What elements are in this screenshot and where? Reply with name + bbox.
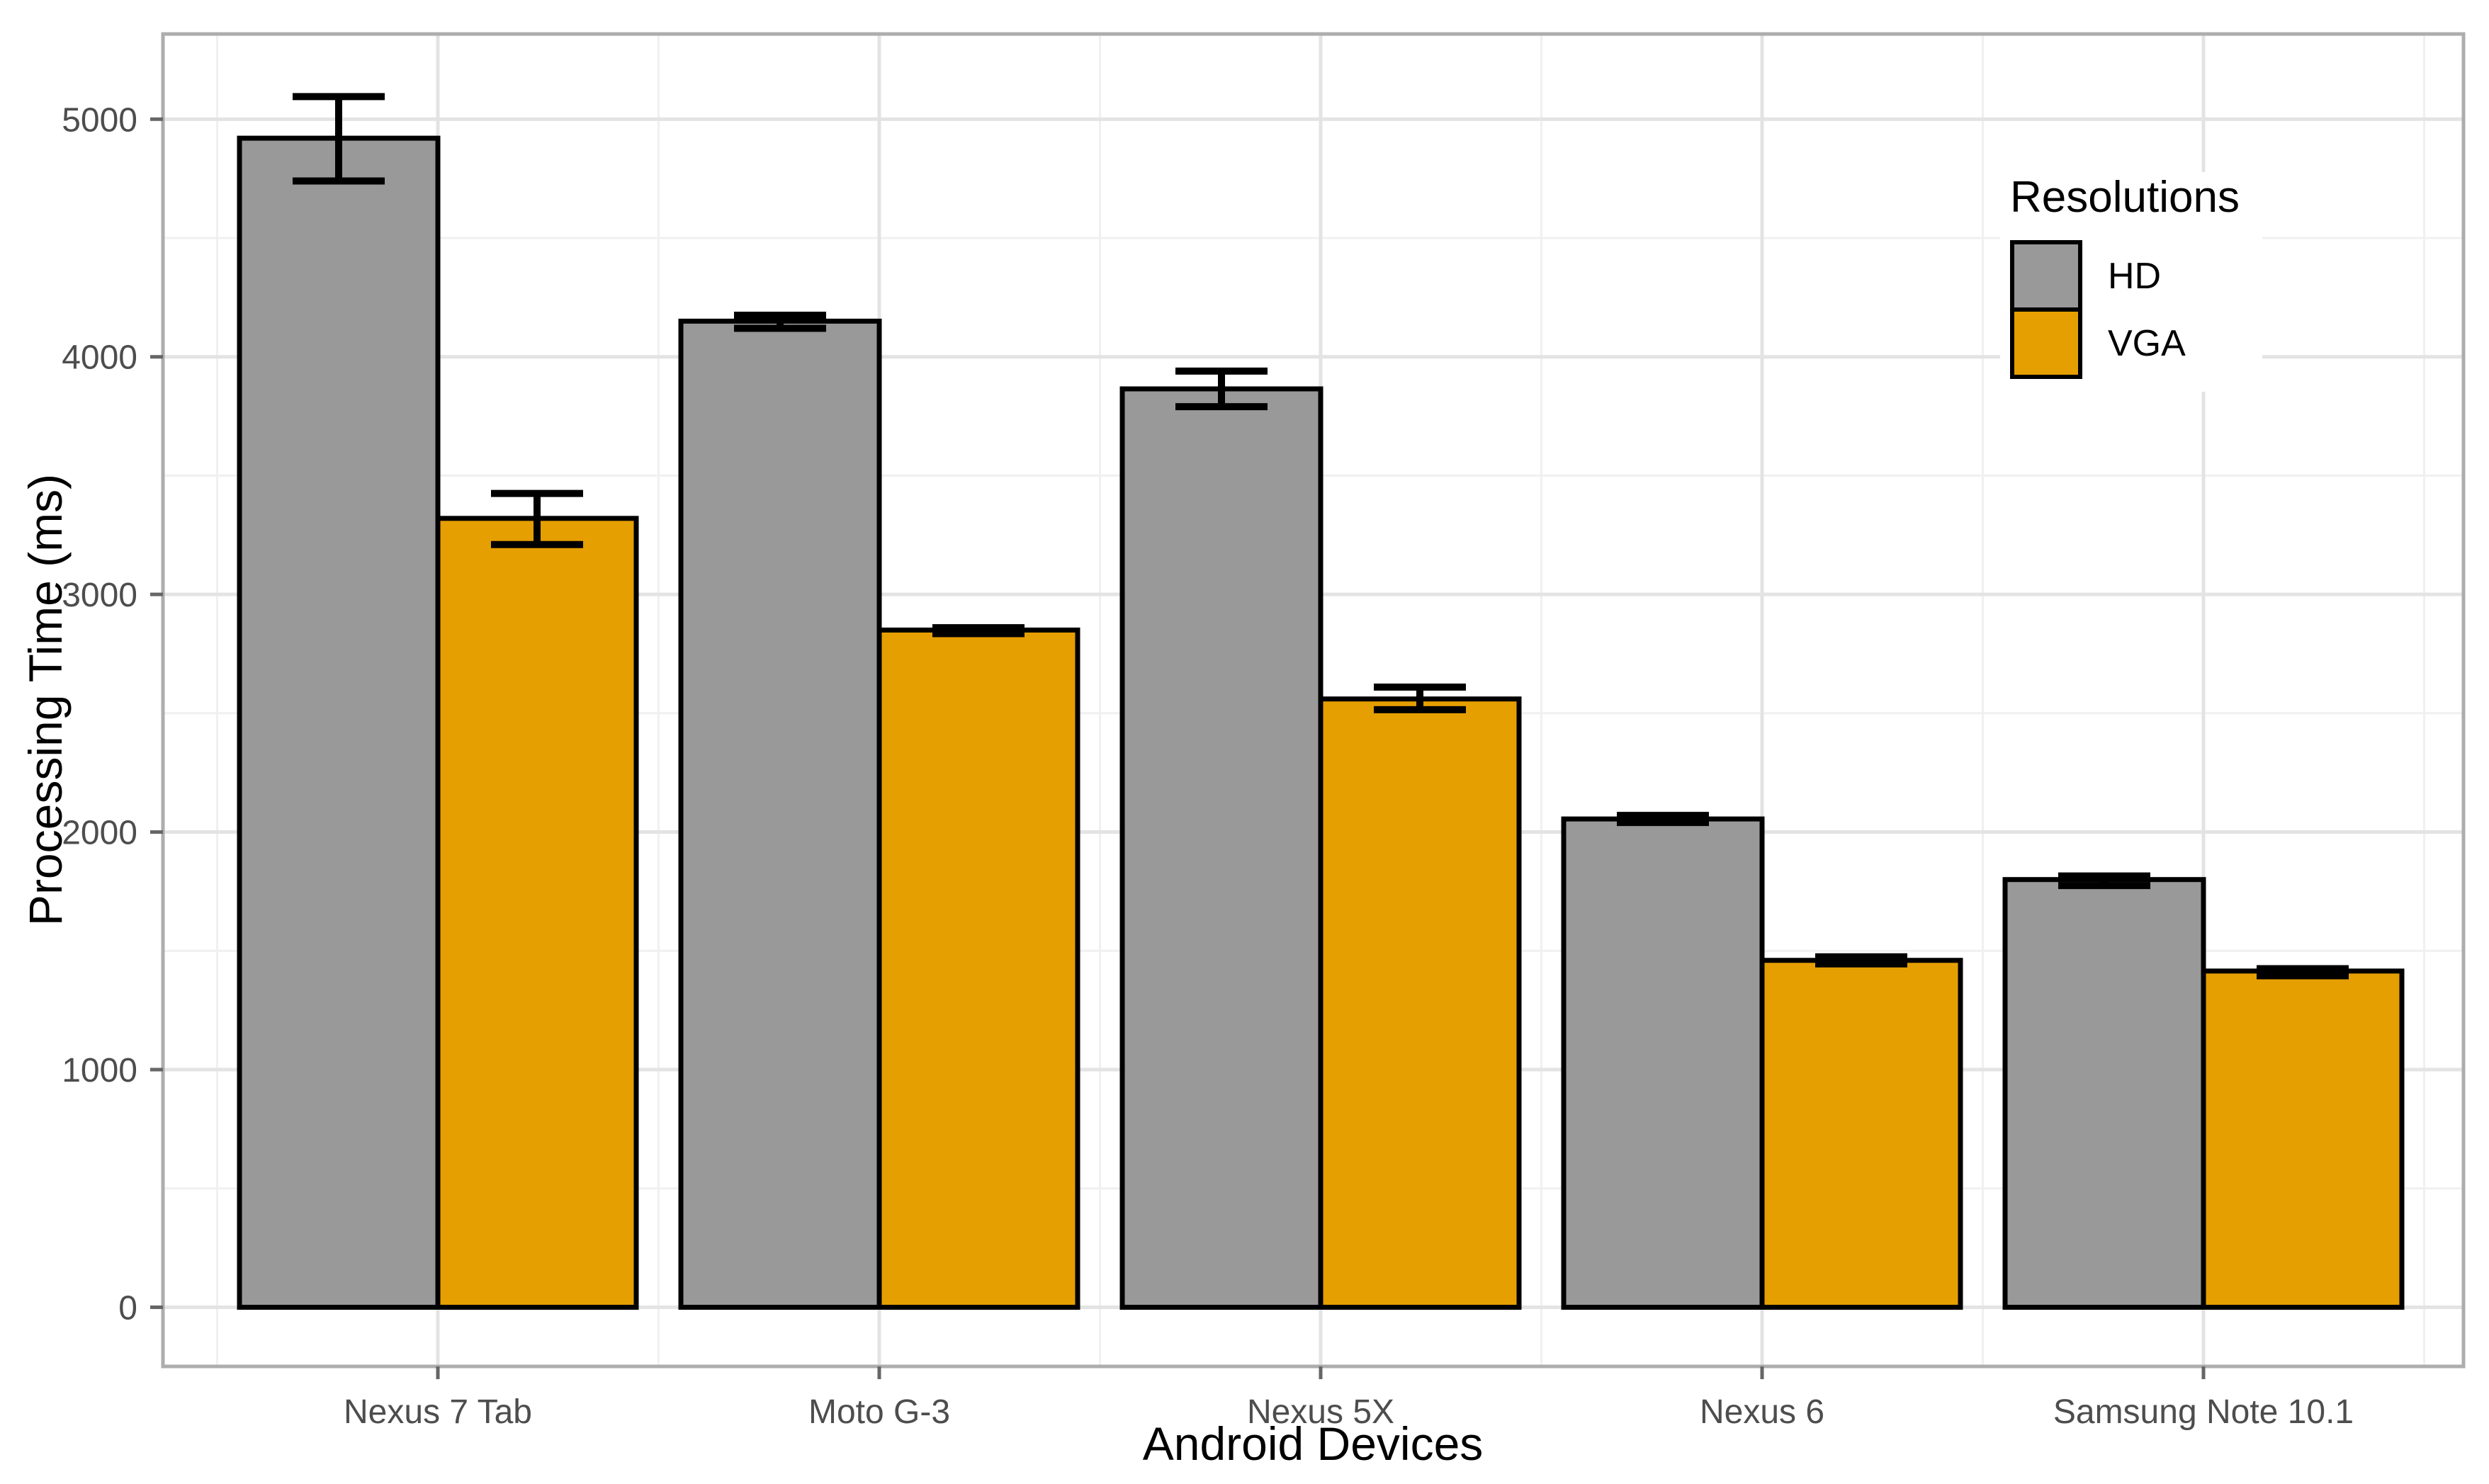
legend-item-vga: VGA <box>2010 307 2262 379</box>
svg-text:3000: 3000 <box>62 577 137 614</box>
legend-title: Resolutions <box>2010 173 2240 222</box>
svg-text:2000: 2000 <box>62 815 137 852</box>
svg-text:4000: 4000 <box>62 339 137 377</box>
svg-text:1000: 1000 <box>62 1052 137 1089</box>
svg-text:5000: 5000 <box>62 101 137 139</box>
svg-text:Nexus 6: Nexus 6 <box>1700 1393 1824 1431</box>
svg-text:Nexus 5X: Nexus 5X <box>1247 1393 1394 1431</box>
legend-item-hd: HD <box>2010 240 2262 312</box>
vga-swatch-icon <box>2010 307 2082 379</box>
legend: Resolutions HD VGA <box>2000 172 2262 392</box>
svg-text:0: 0 <box>118 1290 137 1327</box>
legend-label-vga: VGA <box>2108 322 2186 364</box>
svg-text:Samsung Note 10.1: Samsung Note 10.1 <box>2053 1393 2354 1431</box>
svg-text:Moto G-3: Moto G-3 <box>808 1393 950 1431</box>
svg-text:Nexus 7 Tab: Nexus 7 Tab <box>344 1393 532 1431</box>
x-axis-title: Android Devices <box>1142 1417 1484 1470</box>
legend-label-hd: HD <box>2108 255 2162 297</box>
hd-swatch-icon <box>2010 240 2082 312</box>
y-axis-title: Processing Time (ms) <box>19 473 72 927</box>
